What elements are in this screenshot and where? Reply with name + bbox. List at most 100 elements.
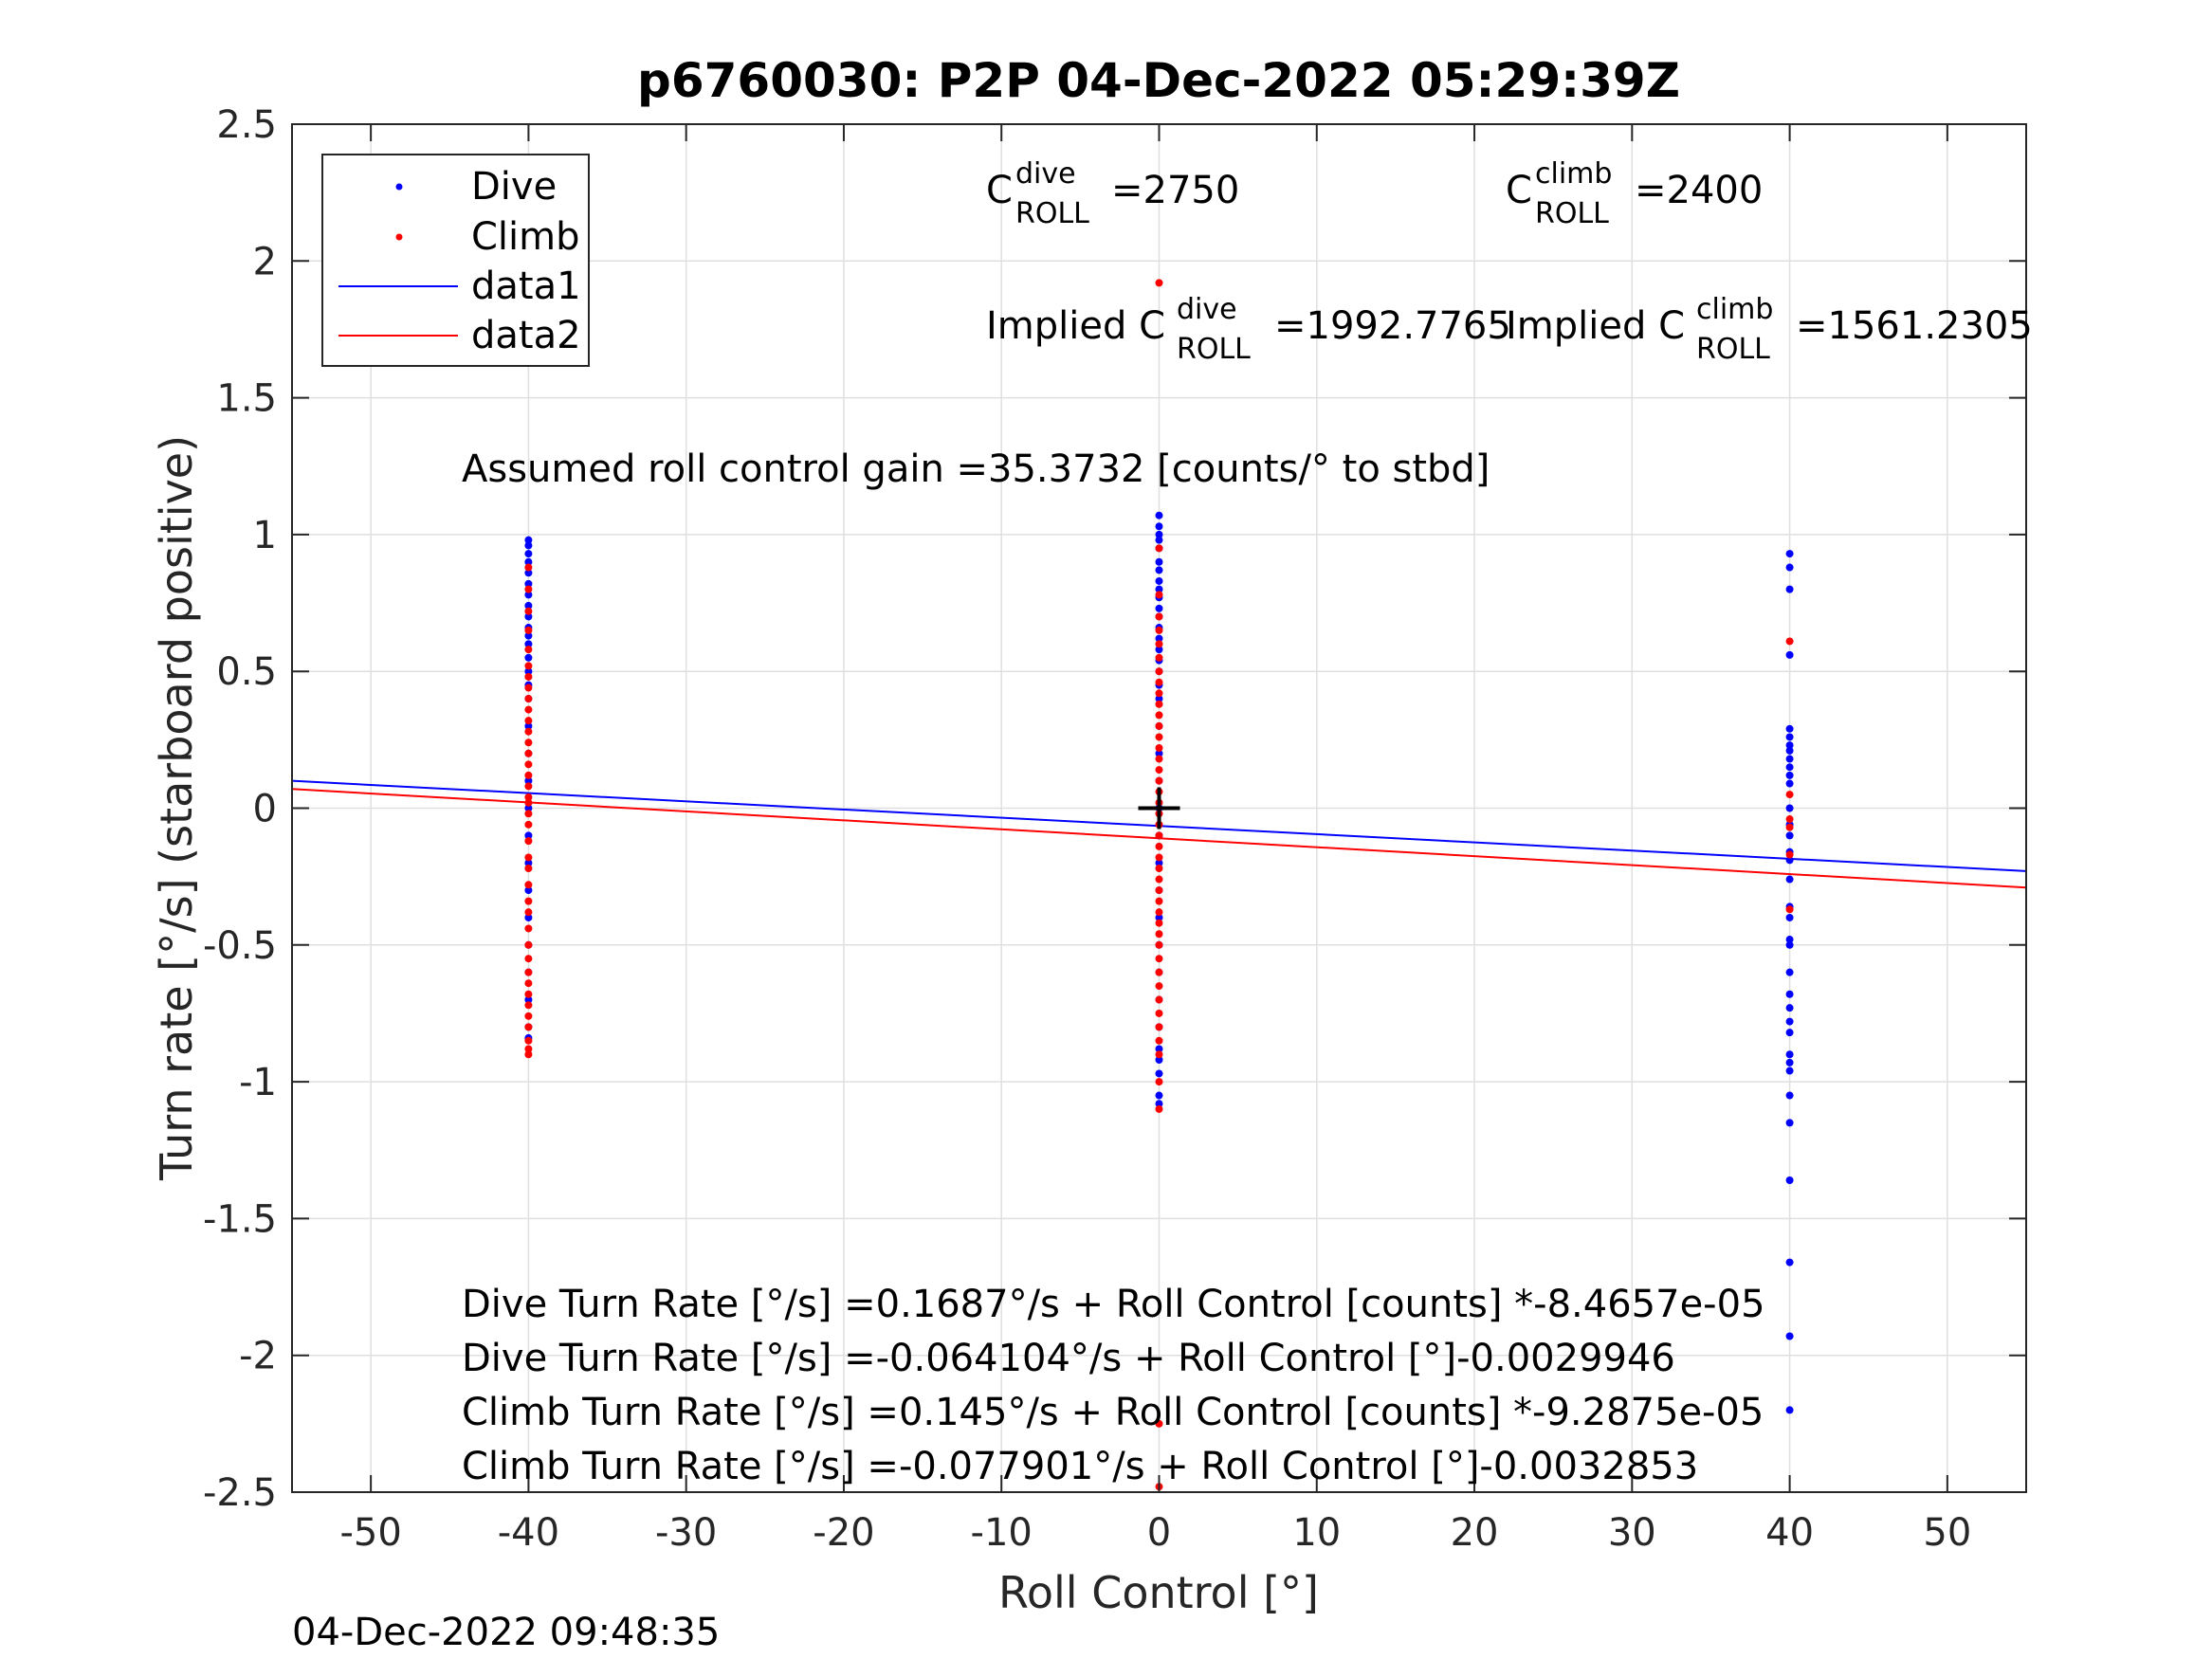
y-tick-label: -1 (239, 1061, 277, 1104)
dive-point (1785, 1029, 1794, 1037)
legend: Dive Climb data1 data2 (321, 154, 590, 367)
dive-point (524, 601, 533, 610)
dive-point (1785, 940, 1794, 949)
dive-point (1785, 1050, 1794, 1059)
dive-point (1155, 522, 1163, 531)
climb-point (524, 820, 533, 829)
dive-point (524, 804, 533, 812)
climb-point (1155, 640, 1163, 648)
x-tick-label: -50 (339, 1511, 401, 1555)
dive-point (1785, 804, 1794, 812)
fit-climb-degrees: Climb Turn Rate [°/s] =-0.077901°/s + Ro… (462, 1445, 1698, 1488)
svg-text:climb: climb (1696, 293, 1773, 326)
climb-point (1155, 831, 1163, 840)
climb-point (1155, 1036, 1163, 1045)
dive-point (1785, 831, 1794, 840)
dive-point (524, 859, 533, 867)
climb-point (524, 837, 533, 846)
dive-point (1785, 1332, 1794, 1340)
dive-point (1155, 1091, 1163, 1100)
climb-point (1785, 637, 1794, 646)
x-tick-label: -30 (655, 1511, 717, 1555)
climb-point (524, 1050, 533, 1059)
dive-point (1155, 536, 1163, 544)
y-tick-label: -2.5 (203, 1471, 277, 1515)
climb-point (1155, 875, 1163, 884)
dive-point (524, 569, 533, 577)
climb-point (1155, 1050, 1163, 1059)
climb-point (524, 1001, 533, 1010)
dive-point (1785, 746, 1794, 755)
dive-point (1785, 1258, 1794, 1267)
y-axis-label: Turn rate [°/s] (starboard positive) (151, 435, 202, 1181)
svg-text:ROLL: ROLL (1696, 333, 1770, 366)
climb-point (524, 798, 533, 807)
climb-point (1155, 612, 1163, 621)
climb-point (524, 760, 533, 769)
climb-point (524, 585, 533, 593)
dive-point (1155, 576, 1163, 585)
dive-point (1155, 913, 1163, 921)
implied-c-roll-climb-annotation: Implied C climb ROLL =1561.2305 (1506, 293, 2033, 366)
dive-point (524, 612, 533, 621)
dive-point (1785, 550, 1794, 558)
climb-point (1155, 279, 1163, 287)
climb-point (524, 626, 533, 634)
svg-text:ROLL: ROLL (1177, 333, 1251, 366)
dive-point (1785, 763, 1794, 772)
climb-point (524, 881, 533, 889)
dive-point (1785, 585, 1794, 593)
climb-point (1155, 930, 1163, 939)
climb-point (524, 727, 533, 736)
climb-point (1155, 1104, 1163, 1113)
climb-point (1155, 1419, 1163, 1428)
climb-point (1155, 711, 1163, 720)
dive-point (1155, 695, 1163, 703)
climb-point (1155, 776, 1163, 785)
climb-point (1155, 544, 1163, 553)
x-tick-label: 30 (1608, 1511, 1656, 1555)
dive-point (524, 667, 533, 676)
y-tick-labels: 2.5 2 1.5 1 0.5 0 -0.5 -1 -1.5 -2 -2.5 (203, 103, 277, 1515)
climb-point (1155, 678, 1163, 686)
climb-point (1155, 968, 1163, 976)
svg-text:=2400: =2400 (1635, 169, 1763, 212)
climb-point (524, 1012, 533, 1020)
climb-point (524, 684, 533, 692)
dive-point (524, 550, 533, 558)
dive-point (1155, 1069, 1163, 1078)
climb-point (1785, 905, 1794, 914)
dive-point (1155, 585, 1163, 593)
dive-point (1785, 1406, 1794, 1414)
climb-point (524, 968, 533, 976)
climb-point (1155, 955, 1163, 963)
dive-point (1785, 1066, 1794, 1075)
dive-point (1785, 913, 1794, 921)
climb-point (524, 607, 533, 615)
dive-point (1155, 557, 1163, 566)
climb-point (1155, 853, 1163, 862)
y-tick-label: 1 (253, 514, 277, 557)
legend-data1-label: data1 (471, 264, 581, 308)
dive-point (1785, 741, 1794, 750)
climb-point (1155, 886, 1163, 895)
dive-point (524, 536, 533, 544)
dive-point (1785, 755, 1794, 763)
svg-text:ROLL: ROLL (1015, 197, 1089, 230)
climb-point (524, 717, 533, 725)
fit-climb-counts: Climb Turn Rate [°/s] =0.145°/s + Roll C… (462, 1391, 1764, 1434)
climb-point (1155, 689, 1163, 698)
svg-text:dive: dive (1177, 293, 1237, 326)
climb-point (524, 908, 533, 917)
climb-point (524, 1036, 533, 1045)
svg-text:ROLL: ROLL (1535, 197, 1609, 230)
implied-c-roll-dive-annotation: Implied C dive ROLL =1992.7765 (986, 293, 1511, 366)
climb-point (524, 563, 533, 572)
fit-dive-counts: Dive Turn Rate [°/s] =0.1687°/s + Roll C… (462, 1283, 1765, 1326)
climb-point (524, 990, 533, 998)
climb-point (1155, 995, 1163, 1004)
legend-climb-marker (395, 233, 403, 241)
climb-point (524, 738, 533, 747)
dive-point (524, 541, 533, 550)
dive-point (1785, 650, 1794, 659)
